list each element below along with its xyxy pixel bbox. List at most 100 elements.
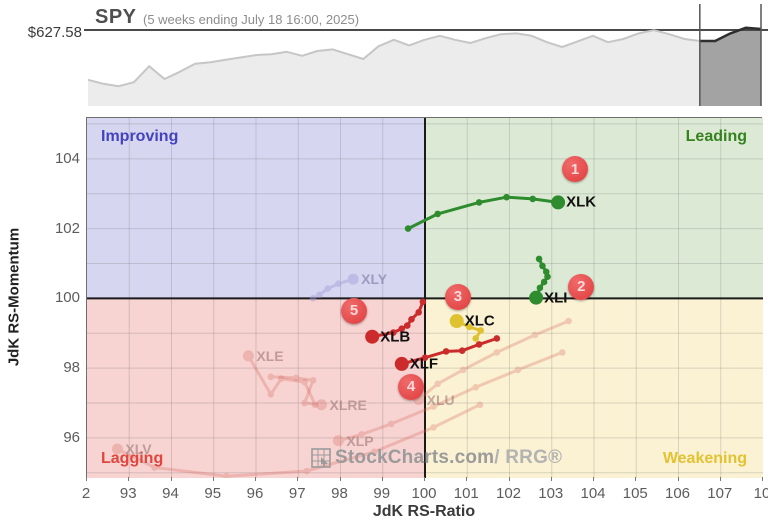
trail-dot-xlp xyxy=(430,403,437,410)
y-tick-label: 98 xyxy=(63,359,80,377)
trail-xlc xyxy=(449,314,485,342)
x-tick-label: 98 xyxy=(331,485,348,502)
x-tick-mark xyxy=(255,477,256,481)
trail-xlf xyxy=(394,335,501,371)
annotation-badge-4[interactable]: 4 xyxy=(398,373,425,400)
x-tick-mark xyxy=(381,477,383,481)
trail-dot-xlf xyxy=(442,348,450,355)
quadrant-lagging xyxy=(87,298,425,478)
quadrant-leading xyxy=(425,118,763,298)
ticker-label-xlf[interactable]: XLF xyxy=(409,355,439,373)
x-tick-mark xyxy=(508,477,510,481)
ticker-label-xlp[interactable]: XLP xyxy=(346,432,374,449)
trail-dot-xlc xyxy=(477,327,485,334)
x-tick-mark xyxy=(677,477,679,481)
ticker-label-xly[interactable]: XLY xyxy=(361,271,388,288)
ticker-dot-xlk[interactable] xyxy=(551,195,566,210)
annotation-badge-5[interactable]: 5 xyxy=(341,297,368,324)
ticker-label-xlv[interactable]: XLV xyxy=(125,441,152,458)
trail-dot-xlre xyxy=(292,374,300,382)
ticker-label-xlk[interactable]: XLK xyxy=(566,193,597,211)
x-tick-mark xyxy=(550,477,552,481)
trail-dot-xlu xyxy=(459,366,467,374)
trail-dot-xlp xyxy=(387,420,395,428)
trail-dot-xlb xyxy=(403,322,411,329)
ticker-label-xli[interactable]: XLI xyxy=(544,289,568,307)
spy-price-level-label: $627.58 xyxy=(27,24,82,41)
annotation-badge-1[interactable]: 1 xyxy=(561,156,588,183)
trail-dot-xlf xyxy=(458,347,466,354)
ticker-label-xlre[interactable]: XLRE xyxy=(329,396,367,413)
trail-dot-xli xyxy=(539,262,546,270)
trail-dot-xlv xyxy=(371,448,378,456)
trail-xlv xyxy=(111,401,484,478)
trail-line-xlre xyxy=(269,375,323,407)
trail-dot-xly xyxy=(309,295,317,302)
trail-dot-xle xyxy=(301,378,308,386)
trail-dot-xlb xyxy=(390,329,397,336)
trail-dot-xli xyxy=(540,278,548,286)
trail-dot-xlv xyxy=(303,467,310,475)
ticker-dot-xlb[interactable] xyxy=(365,329,380,344)
ticker-dot-xle[interactable] xyxy=(242,350,254,362)
x-tick-label: 93 xyxy=(119,485,137,502)
x-axis-title: JdK RS-Ratio xyxy=(372,503,476,520)
spy-area xyxy=(88,30,700,107)
x-tick-mark xyxy=(212,477,214,481)
trail-dot-xle xyxy=(278,375,285,382)
ticker-label-xlu[interactable]: XLU xyxy=(426,391,455,408)
x-tick-label: 96 xyxy=(246,485,264,502)
trail-dot-xlk xyxy=(503,193,510,201)
y-tick-label: 104 xyxy=(54,149,80,167)
ticker-label-xlc[interactable]: XLC xyxy=(464,312,495,330)
ticker-dot-xly[interactable] xyxy=(347,273,359,285)
trail-dot-xli xyxy=(536,284,544,292)
rrg-plot-area[interactable]: Improving Leading Lagging Weakening Stoc… xyxy=(86,117,763,478)
stockcharts-logo-icon xyxy=(311,448,331,468)
trail-dot-xlk xyxy=(529,195,537,203)
trail-dot-xlre xyxy=(301,399,308,407)
quadrant-label-lagging: Lagging xyxy=(101,450,164,467)
trail-dot-xlv xyxy=(430,424,437,431)
x-tick-label: 103 xyxy=(538,485,564,502)
y-tick-label: 100 xyxy=(54,289,80,307)
trail-dot-xlp xyxy=(514,366,522,374)
trail-xly xyxy=(309,273,359,302)
annotation-badge-2[interactable]: 2 xyxy=(568,273,595,300)
x-tick-label: 104 xyxy=(580,485,606,502)
trail-line-xlp xyxy=(336,350,564,443)
x-tick-label: 100 xyxy=(411,485,437,502)
ticker-dot-xlp[interactable] xyxy=(332,435,344,447)
ticker-dot-xlf[interactable] xyxy=(394,356,409,371)
trail-xli xyxy=(529,255,551,305)
ticker-label-xlb[interactable]: XLB xyxy=(380,328,411,346)
trail-xlre xyxy=(267,373,327,411)
quadrant-label-weakening: Weakening xyxy=(662,450,747,467)
trail-xle xyxy=(242,350,319,409)
rrg-trails-layer xyxy=(87,118,763,478)
spy-symbol-title: SPY xyxy=(95,6,137,28)
x-tick-mark xyxy=(339,477,341,481)
ticker-dot-xlv[interactable] xyxy=(111,443,123,455)
trail-dot-xlf xyxy=(421,354,429,361)
trail-dot-xlv xyxy=(223,472,230,478)
x-tick-mark xyxy=(466,477,468,481)
spy-sparkline-chart[interactable] xyxy=(0,0,768,112)
trail-line-xlk xyxy=(406,195,560,231)
annotation-badge-3[interactable]: 3 xyxy=(444,283,471,310)
x-tick-label: 2 xyxy=(81,485,91,502)
ticker-dot-xli[interactable] xyxy=(529,290,544,305)
y-axis-title: JdK RS-Momentum xyxy=(5,227,23,367)
ticker-dot-xlre[interactable] xyxy=(315,399,327,411)
trail-dot-xlre xyxy=(309,377,317,384)
spy-line xyxy=(87,29,700,88)
x-tick-label: 97 xyxy=(288,485,306,502)
x-tick-mark xyxy=(635,477,637,481)
ticker-label-xle[interactable]: XLE xyxy=(256,347,284,364)
trail-dot-xlb xyxy=(398,325,406,332)
trail-dot-xlc xyxy=(472,335,480,342)
trail-dot-xlp xyxy=(559,349,566,356)
x-tick-mark xyxy=(128,477,130,481)
ticker-dot-xlc[interactable] xyxy=(449,314,464,329)
trail-dot-xlv xyxy=(151,464,158,471)
